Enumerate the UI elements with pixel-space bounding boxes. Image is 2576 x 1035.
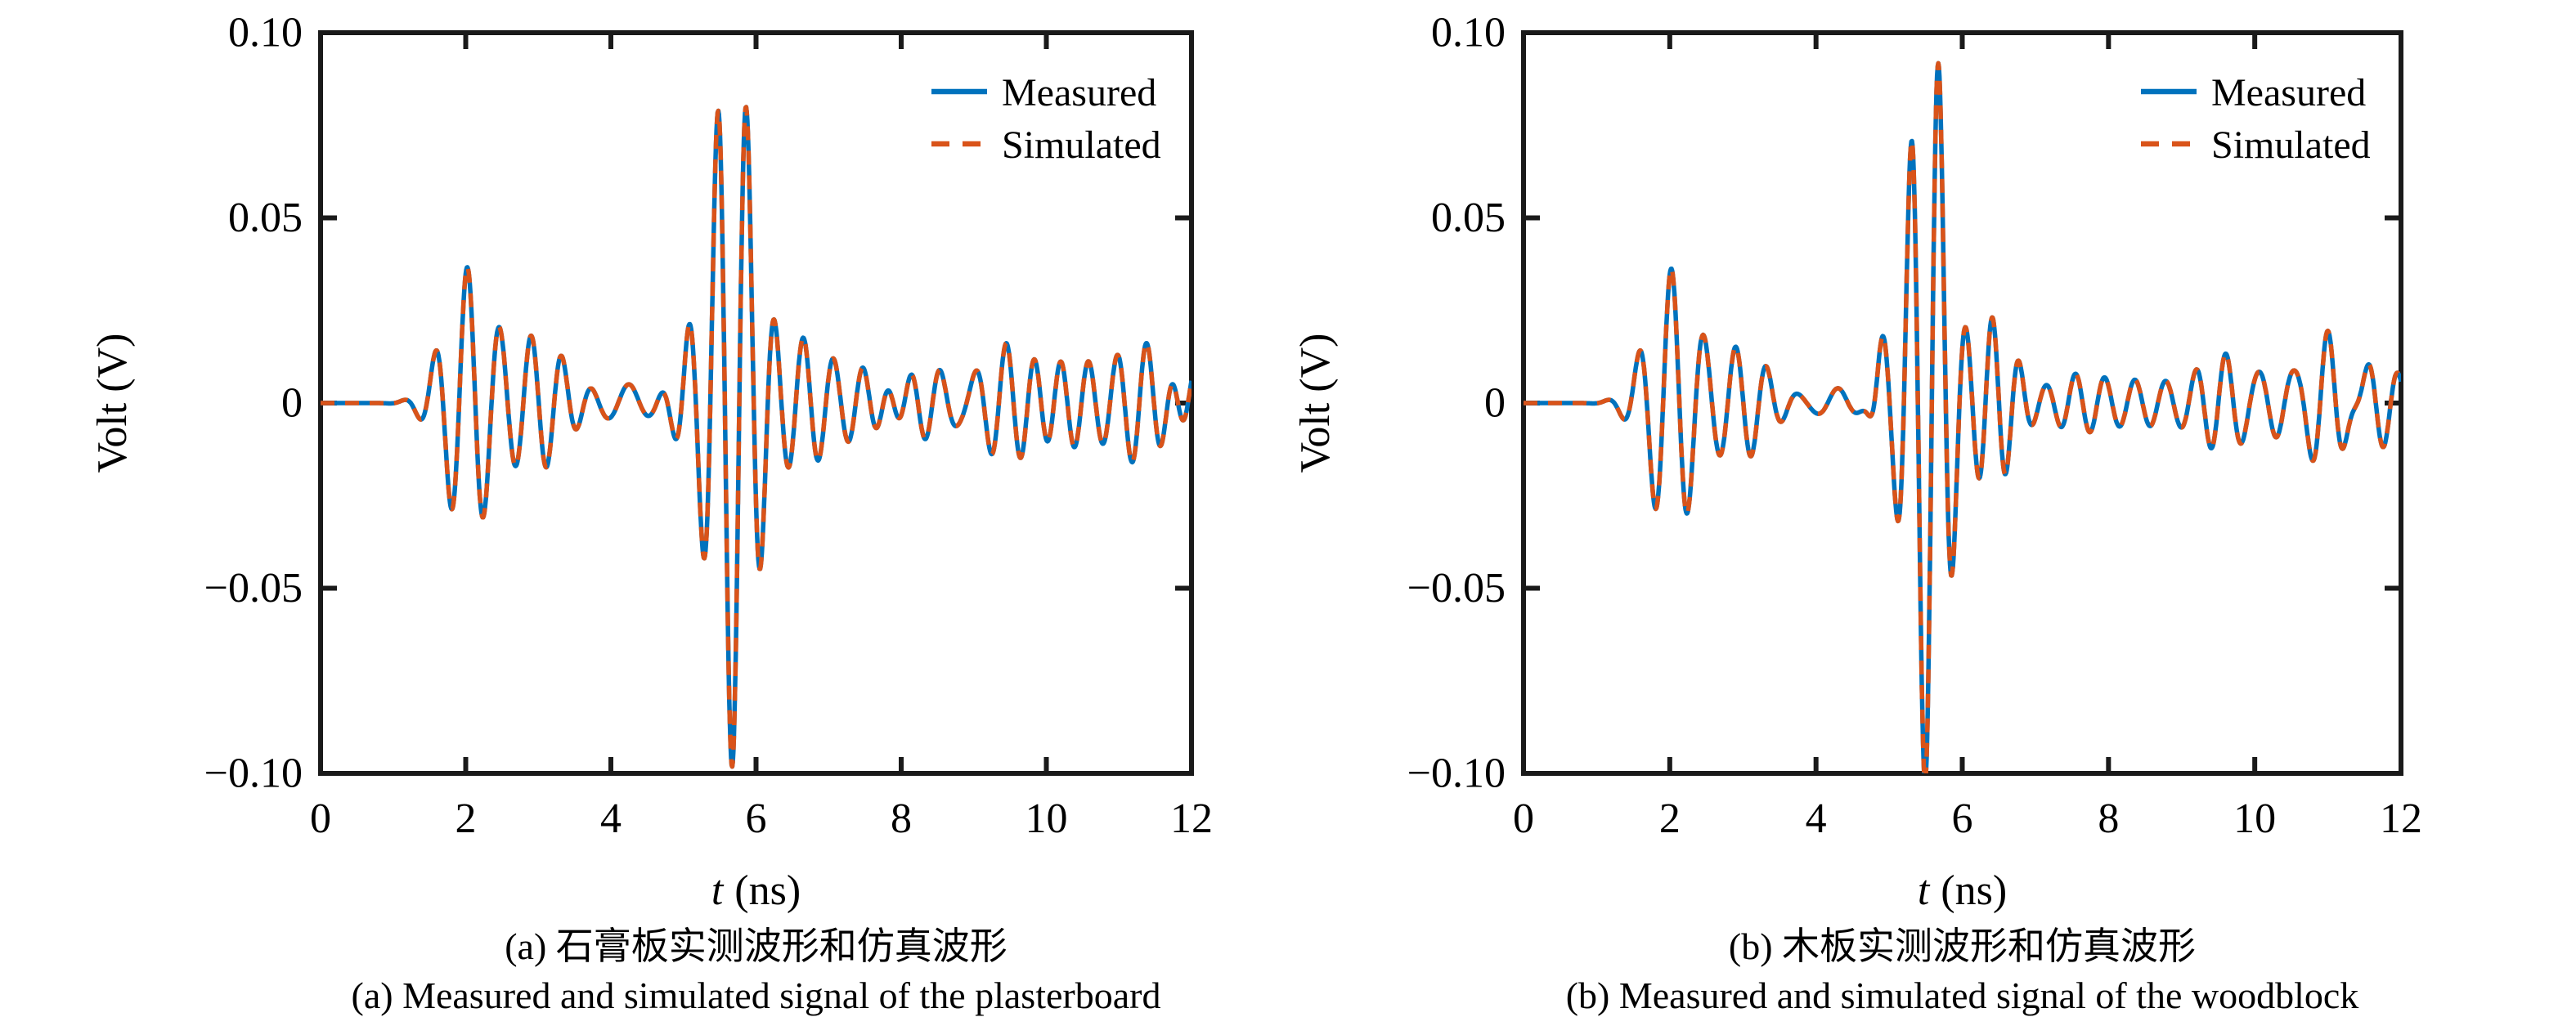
x-tick-label: 0: [1513, 795, 1534, 842]
caption-woodblock-en: (b) Measured and simulated signal of the…: [1565, 975, 2359, 1016]
tick-marks: [318, 30, 1194, 776]
y-tick-label: 0.10: [228, 10, 303, 56]
caption-plasterboard-en: (a) Measured and simulated signal of the…: [351, 975, 1161, 1016]
legend: Measured Simulated: [2141, 71, 2371, 167]
caption-plasterboard-zh: (a) 石膏板实测波形和仿真波形: [505, 925, 1008, 967]
measured-curve: [321, 105, 1192, 769]
x-tick-label: 4: [1806, 795, 1827, 842]
x-axis-label-variable: t: [711, 867, 725, 914]
x-tick-label: 6: [746, 795, 767, 842]
curves: [321, 105, 1192, 769]
chart-plasterboard: 0 2 4 6 8 10 12 −0.10 −0.05 0 0.05 0.10 Volt (V) t (ns…: [89, 10, 1213, 915]
legend-measured-label: Measured: [1002, 71, 1156, 114]
x-tick-label: 4: [600, 795, 622, 842]
x-axis-label: t (ns): [711, 867, 801, 914]
x-tick-label: 2: [456, 795, 477, 842]
x-tick-label: 10: [2233, 795, 2276, 842]
curves: [1524, 60, 2401, 773]
y-tick-label: −0.05: [204, 565, 303, 612]
x-axis-label-unit: (ns): [734, 867, 801, 914]
x-tick-label: 8: [2098, 795, 2119, 842]
x-tick-label: 8: [891, 795, 912, 842]
y-tick-label: −0.10: [1407, 750, 1506, 797]
simulated-curve: [321, 105, 1192, 769]
y-axis-label: Volt (V): [89, 334, 136, 473]
x-tick-label: 2: [1659, 795, 1681, 842]
y-tick-label: 0: [1484, 380, 1506, 427]
y-tick-label: 0: [281, 380, 303, 427]
legend-simulated-label: Simulated: [1002, 123, 1161, 167]
simulated-curve: [1524, 60, 2401, 773]
y-tick-label: −0.10: [204, 750, 303, 797]
x-tick-label: 0: [310, 795, 331, 842]
x-axis-label-variable: t: [1918, 867, 1931, 914]
x-tick-label: 10: [1025, 795, 1068, 842]
caption-woodblock-zh: (b) 木板实测波形和仿真波形: [1728, 925, 2197, 967]
x-tick-label: 12: [2380, 795, 2422, 842]
y-tick-label: −0.05: [1407, 565, 1506, 612]
caption-woodblock: (b) 木板实测波形和仿真波形 (b) Measured and simulat…: [1524, 922, 2401, 1020]
y-axis-label: Volt (V): [1292, 334, 1339, 473]
caption-plasterboard: (a) 石膏板实测波形和仿真波形 (a) Measured and simula…: [321, 922, 1192, 1020]
legend: Measured Simulated: [931, 71, 1161, 167]
y-tick-label: 0.05: [1431, 195, 1506, 241]
y-tick-label: 0.05: [228, 195, 303, 241]
x-tick-label: 6: [1952, 795, 1973, 842]
x-axis-label: t (ns): [1918, 867, 2007, 914]
x-tick-label: 12: [1170, 795, 1213, 842]
y-tick-label: 0.10: [1431, 10, 1506, 56]
chart-woodblock: 0 2 4 6 8 10 12 −0.10 −0.05 0 0.05 0.10 Volt (V) t (ns…: [1292, 10, 2422, 915]
legend-simulated-label: Simulated: [2211, 123, 2371, 167]
measured-curve: [1524, 60, 2401, 773]
x-axis-label-unit: (ns): [1941, 867, 2007, 914]
legend-measured-label: Measured: [2211, 71, 2366, 114]
